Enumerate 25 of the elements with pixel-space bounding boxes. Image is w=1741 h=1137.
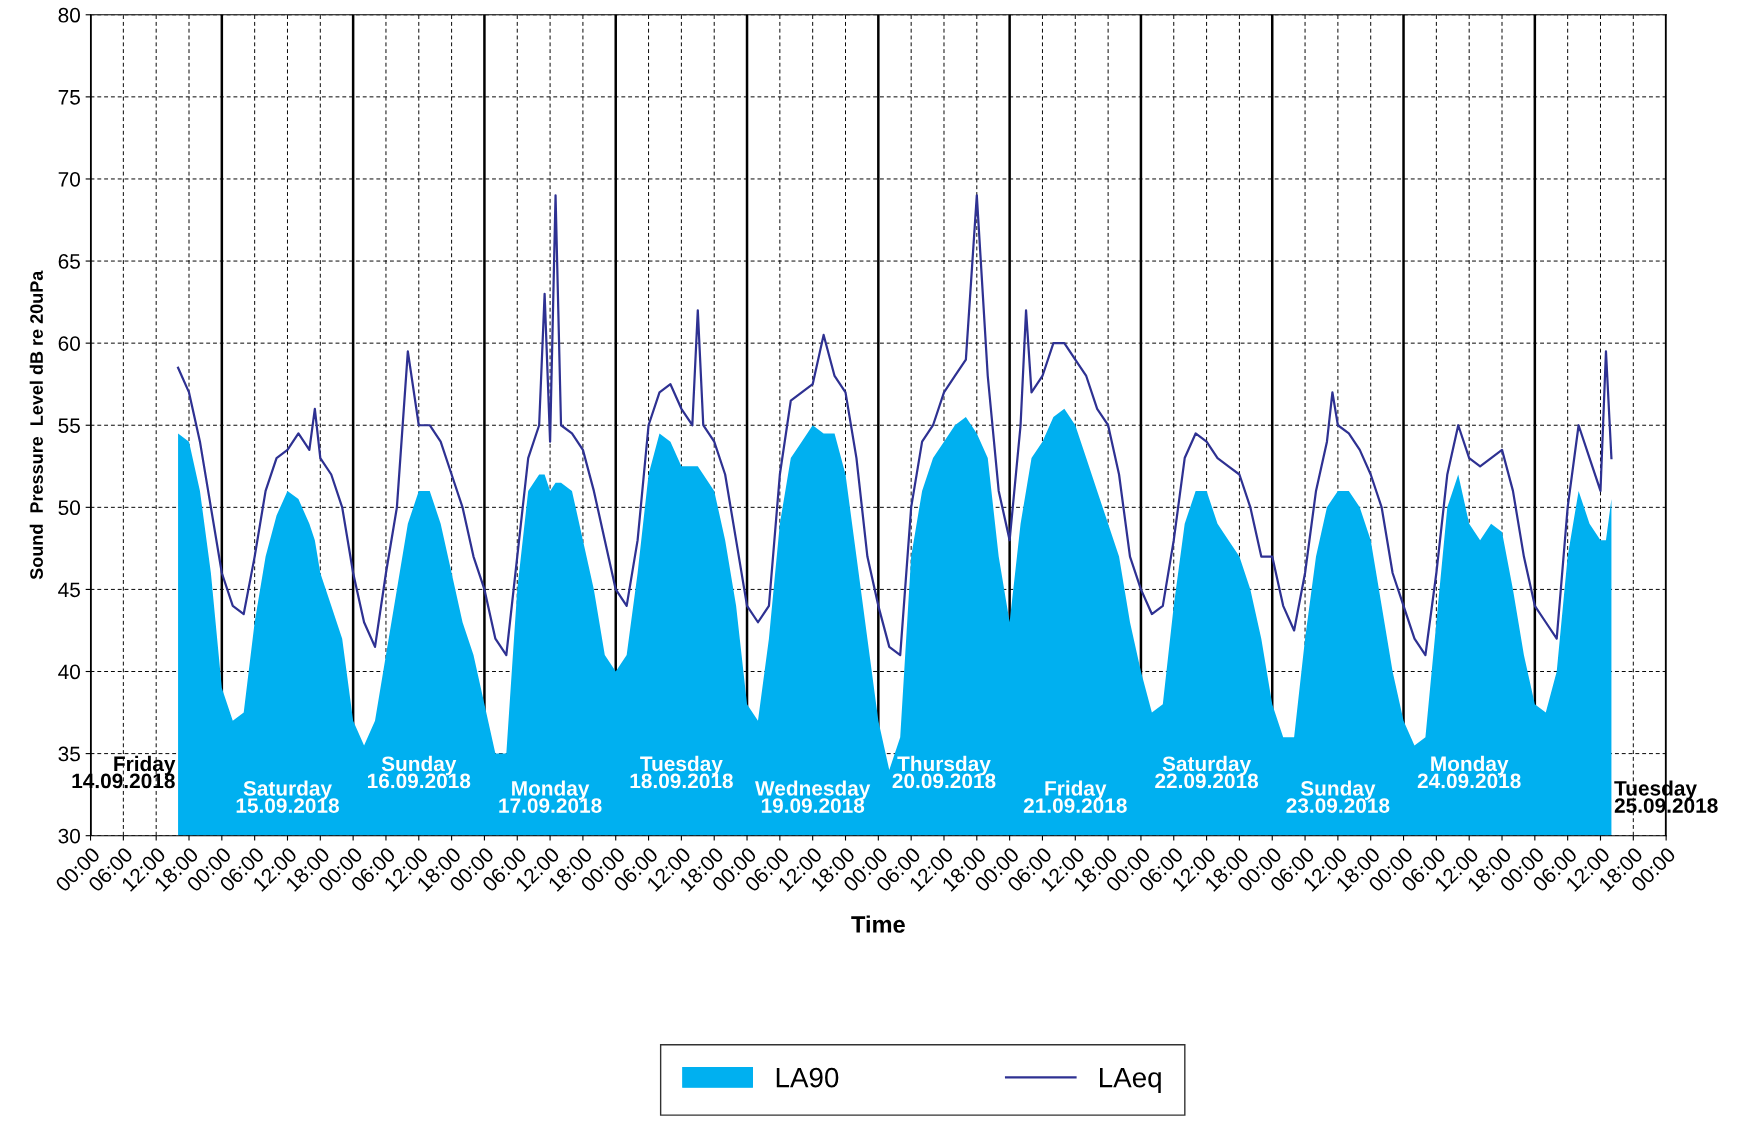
y-tick-label: 60 (58, 336, 80, 351)
y-tick-label: 50 (58, 500, 80, 516)
x-axis-title: Time (851, 915, 905, 933)
annotation: Sunday 23.09.2018 (1286, 780, 1390, 813)
annotation: Monday 24.09.2018 (1417, 755, 1521, 789)
y-tick-label: 65 (58, 254, 80, 269)
y-tick-label: 30 (58, 828, 80, 844)
legend-label: LA90 (776, 1067, 839, 1088)
y-axis-title: Sound Pressure Level dB re 20uPa (29, 270, 43, 580)
y-tick-label: 40 (58, 664, 80, 680)
y-tick-label: 80 (58, 7, 80, 23)
annotation: Tuesday 18.09.2018 (630, 755, 733, 789)
annotation: Thursday 20.09.2018 (892, 755, 996, 789)
annotation: Monday 17.09.2018 (499, 780, 602, 813)
y-tick-label: 55 (58, 418, 80, 433)
y-tick-label: 75 (58, 90, 80, 105)
y-tick-label: 70 (58, 171, 80, 187)
y-tick-label: 45 (58, 582, 80, 598)
annotation: Saturday 22.09.2018 (1155, 755, 1259, 789)
line-series (176, 194, 1613, 657)
annotation: Saturday 15.09.2018 (236, 780, 339, 813)
annotation: Wednesday 19.09.2018 (755, 780, 871, 813)
annotation: Friday 21.09.2018 (1023, 780, 1127, 813)
legend-label: LAeq (1100, 1068, 1161, 1093)
annotation: Sunday 16.09.2018 (367, 755, 471, 789)
